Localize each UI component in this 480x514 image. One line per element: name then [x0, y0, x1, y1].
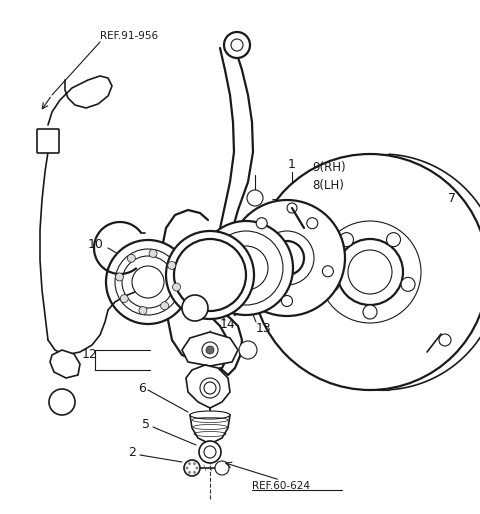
- Text: REF.60-624: REF.60-624: [252, 481, 310, 491]
- Circle shape: [168, 261, 176, 269]
- Text: 9(RH): 9(RH): [312, 161, 346, 174]
- Circle shape: [339, 233, 353, 247]
- Circle shape: [185, 467, 189, 469]
- Text: A: A: [192, 303, 198, 313]
- Text: 13: 13: [256, 321, 272, 335]
- Polygon shape: [182, 332, 238, 366]
- Circle shape: [116, 273, 123, 281]
- Text: REF.91-956: REF.91-956: [100, 31, 158, 41]
- Circle shape: [127, 254, 135, 262]
- Circle shape: [323, 266, 334, 277]
- Circle shape: [256, 218, 267, 229]
- Polygon shape: [186, 365, 230, 408]
- Text: 7: 7: [448, 192, 456, 205]
- Text: 10: 10: [88, 237, 104, 250]
- Polygon shape: [50, 350, 80, 378]
- Circle shape: [184, 460, 200, 476]
- Circle shape: [172, 283, 180, 291]
- Text: 1: 1: [288, 158, 296, 172]
- FancyBboxPatch shape: [37, 129, 59, 153]
- Circle shape: [240, 266, 252, 277]
- Circle shape: [132, 266, 164, 298]
- Ellipse shape: [190, 411, 230, 419]
- Circle shape: [188, 462, 191, 465]
- Circle shape: [307, 218, 318, 229]
- Text: 12: 12: [82, 347, 98, 360]
- Circle shape: [193, 471, 196, 474]
- Circle shape: [139, 306, 147, 315]
- Circle shape: [200, 378, 220, 398]
- Circle shape: [161, 302, 168, 310]
- Text: 14: 14: [220, 319, 236, 332]
- Circle shape: [120, 295, 128, 303]
- Circle shape: [239, 341, 257, 359]
- Circle shape: [386, 233, 400, 247]
- Text: 2: 2: [128, 446, 136, 458]
- Circle shape: [247, 190, 263, 206]
- Circle shape: [206, 346, 214, 354]
- Circle shape: [202, 342, 218, 358]
- Text: 4: 4: [438, 336, 446, 348]
- Text: 8(LH): 8(LH): [312, 179, 344, 193]
- Circle shape: [325, 278, 339, 291]
- Text: 11: 11: [118, 262, 134, 274]
- Circle shape: [319, 221, 421, 323]
- Circle shape: [209, 231, 283, 305]
- Text: 3: 3: [270, 198, 278, 211]
- Text: 6: 6: [138, 381, 146, 395]
- Circle shape: [215, 461, 229, 475]
- Circle shape: [231, 39, 243, 51]
- Circle shape: [106, 240, 190, 324]
- Circle shape: [188, 471, 191, 474]
- Circle shape: [193, 462, 196, 465]
- Circle shape: [49, 389, 75, 415]
- Circle shape: [224, 32, 250, 58]
- Circle shape: [199, 221, 293, 315]
- Circle shape: [115, 249, 181, 315]
- Circle shape: [401, 278, 415, 291]
- Circle shape: [260, 231, 314, 285]
- Circle shape: [337, 239, 403, 305]
- Polygon shape: [190, 415, 230, 444]
- Circle shape: [348, 250, 392, 294]
- Circle shape: [224, 246, 268, 290]
- Circle shape: [174, 239, 246, 311]
- Text: A: A: [59, 397, 65, 407]
- Circle shape: [122, 256, 174, 308]
- Circle shape: [149, 249, 157, 258]
- Circle shape: [287, 203, 297, 213]
- Circle shape: [182, 295, 208, 321]
- Circle shape: [281, 296, 292, 306]
- Circle shape: [166, 231, 254, 319]
- Circle shape: [229, 200, 345, 316]
- Circle shape: [195, 467, 199, 469]
- Circle shape: [363, 305, 377, 319]
- Circle shape: [199, 441, 221, 463]
- Circle shape: [252, 154, 480, 390]
- Circle shape: [270, 241, 304, 275]
- Circle shape: [204, 446, 216, 458]
- Text: 5: 5: [142, 417, 150, 431]
- Circle shape: [204, 382, 216, 394]
- Circle shape: [439, 334, 451, 346]
